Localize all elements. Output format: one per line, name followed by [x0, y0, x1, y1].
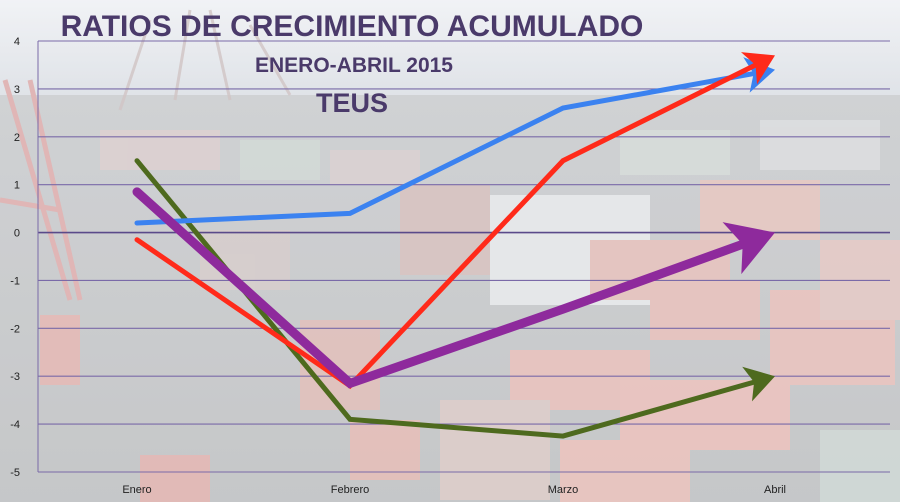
- x-tick-label: Marzo: [548, 484, 579, 496]
- y-tick-label: -2: [10, 323, 20, 335]
- series-line: [132, 187, 750, 389]
- x-tick-label: Abril: [764, 484, 786, 496]
- chart-subtitle-teus: TEUS: [316, 88, 388, 118]
- x-tick-label: Enero: [122, 484, 151, 496]
- y-tick-label: 4: [14, 36, 20, 48]
- series-arrowhead: [741, 52, 775, 85]
- x-tick-label: Febrero: [331, 484, 370, 496]
- y-tick-label: 2: [14, 132, 20, 144]
- y-tick-label: 3: [14, 84, 20, 96]
- y-tick-label: 1: [14, 180, 20, 192]
- grid-lines: [38, 40, 890, 473]
- y-tick-label: 0: [14, 228, 20, 240]
- y-tick-label: -3: [10, 371, 20, 383]
- x-axis: Enero Febrero Marzo Abril: [122, 484, 786, 496]
- chart-title: RATIOS DE CRECIMIENTO ACUMULADO: [61, 10, 644, 43]
- y-tick-label: -1: [10, 275, 20, 287]
- series-arrowhead: [742, 366, 775, 402]
- y-tick-label: -4: [10, 419, 20, 431]
- series-lines: [132, 52, 775, 439]
- y-axis: 4 3 2 1 0 -1 -2 -3 -4 -5: [10, 36, 39, 479]
- series-line: [134, 61, 760, 390]
- y-tick-label: -5: [10, 467, 20, 479]
- series-line: [134, 70, 758, 226]
- chart-subtitle: ENERO-ABRIL 2015: [255, 54, 453, 77]
- series-arrowhead: [722, 222, 775, 275]
- series-line: [134, 158, 758, 439]
